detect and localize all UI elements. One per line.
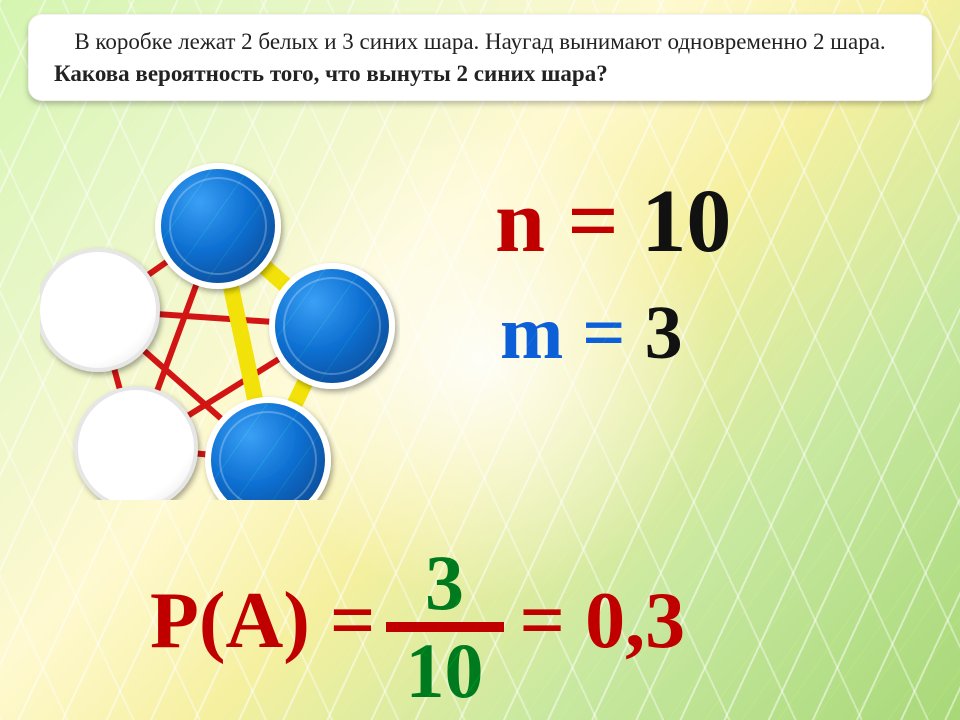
n-lhs: n = — [495, 172, 619, 271]
prob-fraction: 3 10 — [386, 546, 504, 708]
n-rhs: 10 — [619, 172, 732, 271]
blue-ball — [272, 266, 392, 386]
equation-m: m = 3 — [500, 290, 683, 377]
prob-label: P(A) = — [150, 576, 376, 667]
blue-ball — [158, 166, 278, 286]
problem-line-2: Какова вероятность того, что вынуты 2 си… — [54, 61, 906, 87]
white-ball — [76, 388, 196, 500]
m-lhs: m = — [500, 291, 626, 375]
prob-result: = 0,3 — [520, 576, 686, 667]
probability-expression: P(A) = 3 10 = 0,3 — [150, 540, 685, 702]
prob-numerator: 3 — [425, 546, 464, 620]
problem-statement: В коробке лежат 2 белых и 3 синих шара. … — [28, 14, 932, 101]
m-rhs: 3 — [626, 291, 683, 375]
balls-graph — [40, 160, 400, 500]
prob-denominator: 10 — [406, 634, 484, 708]
problem-line-1: В коробке лежат 2 белых и 3 синих шара. … — [54, 26, 906, 57]
white-ball — [40, 250, 158, 370]
equation-n: n = 10 — [495, 170, 731, 273]
blue-ball — [208, 400, 328, 500]
